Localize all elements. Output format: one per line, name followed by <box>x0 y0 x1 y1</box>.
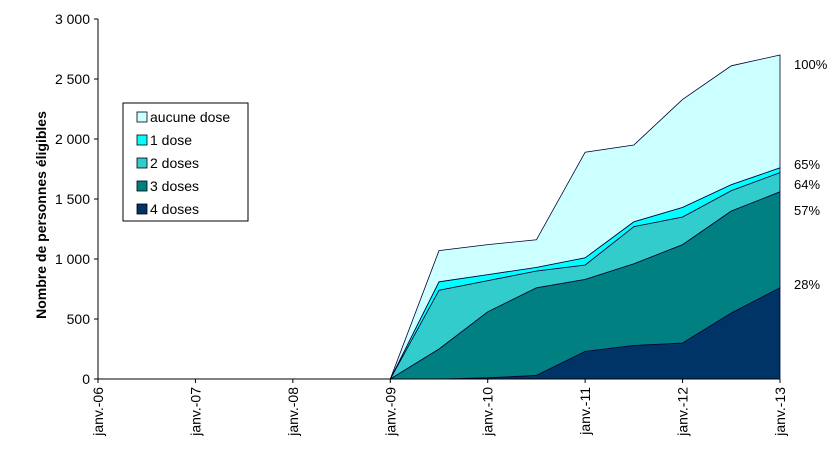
percent-label: 57% <box>794 203 820 218</box>
legend: aucune dose 1 dose 2 doses 3 doses 4 doses <box>122 102 249 222</box>
x-tick-label: janv.-11 <box>577 387 593 436</box>
y-tick-label: 0 <box>82 371 90 387</box>
area-aucune-dose <box>98 54 781 380</box>
y-axis-title: Nombre de personnes éligibles <box>33 111 49 319</box>
y-tick-label: 2 000 <box>55 131 90 147</box>
x-tick-label: janv.-12 <box>675 387 691 437</box>
y-tick-label: 500 <box>67 311 91 327</box>
y-tick-label: 1 500 <box>55 191 90 207</box>
legend-label: aucune dose <box>150 109 230 125</box>
y-tick-label: 3 000 <box>55 11 90 27</box>
percent-label: 65% <box>794 157 820 172</box>
legend-label: 3 doses <box>150 178 199 194</box>
legend-swatch <box>136 111 148 123</box>
legend-label: 2 doses <box>150 155 199 171</box>
legend-label: 4 doses <box>150 201 199 217</box>
percent-label: 28% <box>794 277 820 292</box>
x-tick-label: janv.-10 <box>480 387 496 437</box>
x-tick-label: janv.-06 <box>90 387 106 437</box>
y-tick-label: 1 000 <box>55 251 90 267</box>
x-tick-label: janv.-07 <box>187 387 203 437</box>
percent-label: 100% <box>794 57 828 72</box>
legend-label: 1 dose <box>150 132 192 148</box>
legend-swatch <box>136 180 148 192</box>
percent-labels-group: 100% 65% 64% 57% 28% <box>794 57 828 292</box>
y-tick-label: 2 500 <box>55 71 90 87</box>
percent-label: 64% <box>794 177 820 192</box>
legend-swatch <box>136 134 148 146</box>
x-tick-label: janv.-09 <box>382 387 398 437</box>
axes-group: 0 500 1 000 1 500 2 000 2 500 3 000 janv.-06 jan… <box>55 11 788 437</box>
legend-swatch <box>136 157 148 169</box>
legend-swatch <box>136 203 148 215</box>
x-tick-label: janv.-13 <box>772 387 788 437</box>
x-tick-label: janv.-08 <box>285 387 301 437</box>
